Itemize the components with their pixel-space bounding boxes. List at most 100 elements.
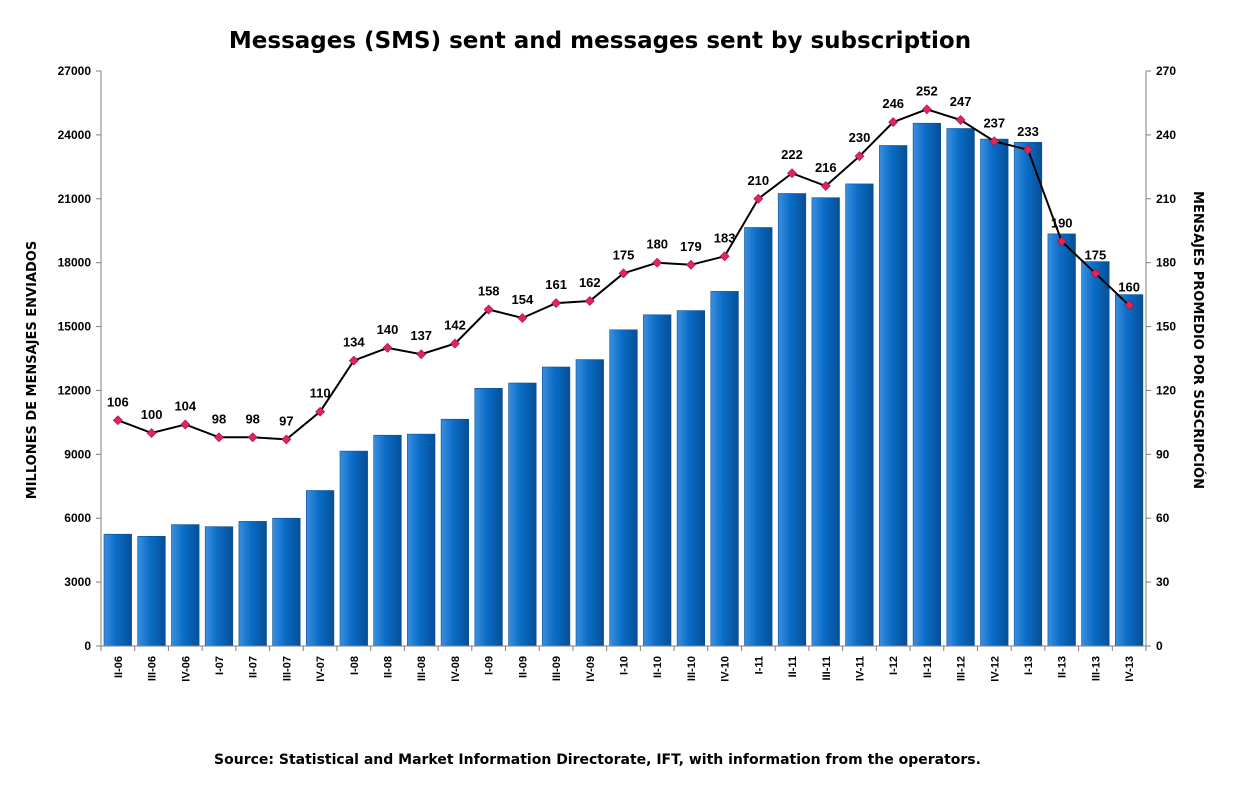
x-tick-label: II-11 bbox=[787, 656, 799, 677]
data-label-III-11: 216 bbox=[815, 160, 837, 175]
line-point-I-13 bbox=[1023, 144, 1033, 155]
y-axis-right-label: MENSAJES PROMEDIO POR SUSCRIPCIÓN bbox=[1190, 191, 1206, 489]
bar-I-12 bbox=[879, 145, 908, 647]
line-point-III-09 bbox=[551, 298, 562, 309]
data-label-III-10: 179 bbox=[680, 239, 702, 254]
bar-IV-06 bbox=[171, 524, 200, 647]
y-left-tick-label: 27000 bbox=[58, 64, 92, 78]
source-note: Source: Statistical and Market Informati… bbox=[214, 752, 981, 768]
line-point-III-13 bbox=[1090, 268, 1101, 279]
x-tick-label: III-13 bbox=[1090, 656, 1102, 681]
line-point-I-09 bbox=[483, 304, 494, 315]
bar-IV-07 bbox=[305, 490, 335, 647]
x-tick-label: IV-11 bbox=[855, 656, 867, 681]
bar-I-07 bbox=[204, 526, 234, 647]
line-point-IV-13 bbox=[1124, 300, 1135, 311]
x-tick-label: II-07 bbox=[248, 656, 260, 678]
bar-II-07 bbox=[238, 521, 267, 647]
x-tick-label: I-09 bbox=[484, 656, 496, 675]
x-tick-label: IV-09 bbox=[585, 656, 597, 682]
line-point-III-10 bbox=[685, 259, 696, 270]
x-tick-label: III-07 bbox=[281, 656, 293, 681]
data-label-III-09: 161 bbox=[545, 277, 567, 292]
data-label-I-08: 134 bbox=[343, 335, 365, 350]
line-point-IV-07 bbox=[315, 406, 326, 417]
bar-II-10 bbox=[643, 314, 672, 647]
y-right-tick-label: 60 bbox=[1156, 511, 1170, 525]
y-right-tick-label: 210 bbox=[1156, 192, 1176, 206]
data-label-II-09: 154 bbox=[512, 292, 534, 307]
line-point-II-07 bbox=[247, 432, 258, 443]
line-point-III-08 bbox=[416, 349, 427, 360]
bar-III-10 bbox=[676, 310, 705, 647]
line-point-IV-10 bbox=[719, 251, 730, 262]
x-tick-label: IV-12 bbox=[989, 656, 1001, 682]
x-tick-label: I-10 bbox=[619, 656, 631, 675]
bar-I-11 bbox=[744, 227, 773, 647]
y-left-tick-label: 21000 bbox=[58, 192, 92, 206]
data-label-IV-07: 110 bbox=[310, 386, 331, 401]
data-label-IV-10: 183 bbox=[714, 230, 736, 245]
bar-III-13 bbox=[1081, 261, 1110, 647]
data-label-III-08: 137 bbox=[410, 328, 432, 343]
data-label-IV-12: 237 bbox=[983, 115, 1005, 130]
y-left-tick-label: 0 bbox=[84, 639, 91, 653]
y-left-tick-label: 6000 bbox=[64, 511, 91, 525]
x-tick-label: III-09 bbox=[551, 656, 563, 681]
data-label-III-07: 97 bbox=[279, 413, 293, 428]
line-point-II-09 bbox=[517, 313, 528, 323]
x-tick-label: I-11 bbox=[753, 656, 765, 674]
data-label-IV-09: 162 bbox=[579, 275, 601, 290]
x-tick-label: I-13 bbox=[1023, 656, 1035, 675]
y-left-tick-label: 15000 bbox=[58, 320, 92, 334]
y-right-tick-label: 150 bbox=[1156, 320, 1176, 334]
bar-I-09 bbox=[474, 387, 503, 647]
y-left-tick-label: 3000 bbox=[64, 575, 91, 589]
data-label-II-12: 252 bbox=[916, 83, 938, 98]
data-label-II-06: 106 bbox=[107, 394, 129, 409]
x-tick-label: IV-10 bbox=[720, 656, 732, 682]
bar-IV-10 bbox=[710, 291, 739, 647]
data-label-II-08: 140 bbox=[377, 322, 399, 337]
data-label-IV-11: 230 bbox=[849, 130, 871, 145]
data-label-II-07: 98 bbox=[245, 411, 259, 426]
bar-I-13 bbox=[1013, 142, 1043, 647]
data-label-IV-13: 160 bbox=[1118, 279, 1140, 294]
data-label-II-10: 180 bbox=[646, 237, 668, 252]
data-label-III-12: 247 bbox=[950, 94, 972, 109]
bar-III-09 bbox=[541, 366, 571, 647]
x-tick-label: III-11 bbox=[821, 656, 833, 680]
bar-II-12 bbox=[912, 122, 941, 647]
data-label-IV-08: 142 bbox=[444, 318, 466, 333]
line-point-II-08 bbox=[382, 342, 393, 353]
y-right-tick-label: 0 bbox=[1156, 639, 1163, 653]
data-label-I-13: 233 bbox=[1017, 124, 1039, 139]
bar-II-09 bbox=[508, 382, 537, 647]
bar-I-10 bbox=[609, 329, 638, 647]
x-tick-label: IV-06 bbox=[180, 656, 192, 682]
bar-IV-11 bbox=[845, 183, 874, 647]
line-point-II-11 bbox=[787, 168, 797, 179]
line-point-I-12 bbox=[888, 117, 899, 128]
y-right-tick-label: 30 bbox=[1156, 575, 1170, 589]
line-point-II-12 bbox=[921, 104, 932, 115]
x-tick-label: II-09 bbox=[517, 656, 529, 678]
bar-III-06 bbox=[137, 535, 166, 647]
y-right-tick-label: 90 bbox=[1156, 447, 1170, 461]
y-right-tick-label: 180 bbox=[1156, 256, 1176, 270]
y-right-tick-label: 240 bbox=[1156, 128, 1176, 142]
x-tick-label: III-10 bbox=[686, 656, 698, 681]
x-tick-label: II-06 bbox=[113, 656, 125, 678]
data-label-I-07: 98 bbox=[212, 411, 226, 426]
line-point-IV-06 bbox=[180, 419, 191, 430]
bar-III-08 bbox=[407, 433, 436, 647]
bar-II-06 bbox=[103, 533, 132, 647]
bar-IV-08 bbox=[440, 418, 470, 647]
x-tick-label: II-13 bbox=[1057, 656, 1069, 678]
data-label-III-13: 175 bbox=[1085, 247, 1107, 262]
x-tick-label: II-12 bbox=[922, 656, 934, 678]
bar-IV-12 bbox=[980, 138, 1009, 647]
bar-III-11 bbox=[811, 197, 840, 647]
line-point-I-08 bbox=[348, 355, 359, 366]
line-point-III-06 bbox=[146, 428, 157, 438]
